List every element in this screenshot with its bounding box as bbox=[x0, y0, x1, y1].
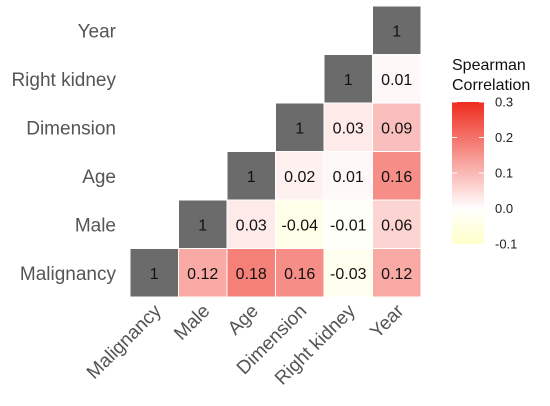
cell-rect bbox=[372, 102, 422, 152]
cell-rect bbox=[178, 199, 228, 249]
heatmap-cell-malignancy-dimension: 0.16 bbox=[275, 248, 325, 298]
heatmap-cells: 1 0.12 0.18 0.16 -0.03 0.12 1 0.03 -0.04 -0.01 0.0… bbox=[129, 5, 422, 298]
heatmap-cell-male-dimension: -0.04 bbox=[275, 199, 325, 249]
cell-rect bbox=[323, 248, 373, 298]
cell-value-label: 0.12 bbox=[187, 266, 218, 283]
cell-value-label: 0.06 bbox=[381, 217, 412, 234]
cell-value-label: 1 bbox=[150, 266, 159, 283]
cell-value-label: 0.18 bbox=[236, 266, 267, 283]
heatmap-cell-age-age: 1 bbox=[226, 151, 276, 201]
legend-tick-label: -0.1 bbox=[495, 237, 517, 252]
y-tick-label-dimension: Dimension bbox=[26, 118, 116, 139]
x-tick-label-age: Age bbox=[224, 301, 263, 340]
heatmap-cell-right-kidney-year: 0.01 bbox=[372, 54, 422, 104]
heatmap-cell-malignancy-male: 0.12 bbox=[178, 248, 228, 298]
cell-rect bbox=[372, 199, 422, 249]
legend-title-line-1: Spearman bbox=[452, 57, 526, 74]
heatmap-cell-malignancy-malignancy: 1 bbox=[129, 248, 179, 298]
heatmap-cell-age-dimension: 0.02 bbox=[275, 151, 325, 201]
cell-value-label: -0.03 bbox=[330, 266, 367, 283]
cell-value-label: 0.02 bbox=[284, 169, 315, 186]
cell-value-label: 1 bbox=[295, 120, 304, 137]
y-axis-labels: Malignancy Male Age Dimension Right kidney Ye… bbox=[11, 21, 116, 285]
cell-rect bbox=[372, 151, 422, 201]
y-tick-label-malignancy: Malignancy bbox=[20, 264, 117, 285]
x-tick-label-malignancy: Malignancy bbox=[83, 300, 166, 383]
y-tick-label-right-kidney: Right kidney bbox=[11, 70, 116, 91]
heatmap-cell-malignancy-age: 0.18 bbox=[226, 248, 276, 298]
cell-rect bbox=[372, 54, 422, 104]
cell-value-label: 0.09 bbox=[381, 120, 412, 137]
cell-value-label: 0.12 bbox=[381, 266, 412, 283]
cell-rect bbox=[178, 248, 228, 298]
y-tick-label-male: Male bbox=[75, 215, 116, 236]
heatmap-cell-dimension-year: 0.09 bbox=[372, 102, 422, 152]
color-legend: Spearman Correlation 0.3 0.2 0.1 0.0 -0.1 bbox=[452, 57, 530, 252]
cell-value-label: 0.03 bbox=[333, 120, 364, 137]
cell-value-label: 1 bbox=[344, 72, 353, 89]
cell-value-label: 0.01 bbox=[333, 169, 364, 186]
cell-rect bbox=[275, 199, 325, 249]
x-tick-label-year: Year bbox=[366, 300, 408, 342]
cell-value-label: 0.16 bbox=[381, 169, 412, 186]
cell-rect bbox=[323, 199, 373, 249]
cell-value-label: 1 bbox=[247, 169, 256, 186]
legend-tick-label: 0.1 bbox=[495, 166, 513, 181]
cell-value-label: 0.16 bbox=[284, 266, 315, 283]
heatmap-cell-year-year: 1 bbox=[372, 5, 422, 55]
legend-tick-label: 0.0 bbox=[495, 201, 513, 216]
legend-color-bar bbox=[452, 102, 484, 244]
cell-rect bbox=[372, 5, 422, 55]
heatmap-cell-male-male: 1 bbox=[178, 199, 228, 249]
cell-rect bbox=[129, 248, 179, 298]
cell-value-label: 0.03 bbox=[236, 217, 267, 234]
cell-rect bbox=[372, 248, 422, 298]
cell-rect bbox=[226, 199, 276, 249]
cell-rect bbox=[323, 102, 373, 152]
heatmap-cell-male-year: 0.06 bbox=[372, 199, 422, 249]
cell-rect bbox=[226, 151, 276, 201]
cell-value-label: 1 bbox=[198, 217, 207, 234]
y-tick-label-year: Year bbox=[78, 21, 117, 42]
x-tick-label-male: Male bbox=[170, 301, 214, 345]
heatmap-cell-age-right-kidney: 0.01 bbox=[323, 151, 373, 201]
legend-title-line-2: Correlation bbox=[452, 77, 530, 94]
heatmap-cell-right-kidney-right-kidney: 1 bbox=[323, 54, 373, 104]
heatmap-cell-male-right-kidney: -0.01 bbox=[323, 199, 373, 249]
legend-ticks: 0.3 0.2 0.1 0.0 -0.1 bbox=[452, 95, 517, 252]
cell-rect bbox=[323, 54, 373, 104]
y-tick-label-age: Age bbox=[82, 167, 116, 188]
heatmap-cell-age-year: 0.16 bbox=[372, 151, 422, 201]
cell-rect bbox=[275, 151, 325, 201]
heatmap-cell-malignancy-year: 0.12 bbox=[372, 248, 422, 298]
cell-rect bbox=[275, 102, 325, 152]
legend-tick-label: 0.3 bbox=[495, 95, 513, 110]
cell-value-label: -0.01 bbox=[330, 217, 367, 234]
heatmap-cell-malignancy-right-kidney: -0.03 bbox=[323, 248, 373, 298]
heatmap-cell-dimension-right-kidney: 0.03 bbox=[323, 102, 373, 152]
cell-value-label: -0.04 bbox=[282, 217, 319, 234]
heatmap-cell-male-age: 0.03 bbox=[226, 199, 276, 249]
legend-tick-label: 0.2 bbox=[495, 130, 513, 145]
heatmap-cell-dimension-dimension: 1 bbox=[275, 102, 325, 152]
cell-value-label: 0.01 bbox=[381, 72, 412, 89]
cell-value-label: 1 bbox=[392, 23, 401, 40]
